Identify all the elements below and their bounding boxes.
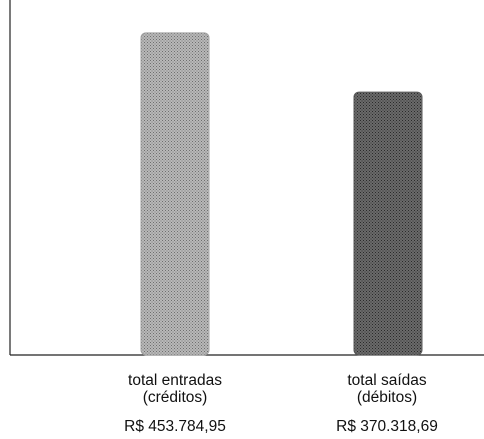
category-label-1-line1: total entradas [128, 372, 222, 389]
category-label-2-line2: (débitos) [356, 389, 418, 406]
category-label-1-line2: (créditos) [142, 389, 208, 406]
bar-1 [140, 32, 210, 356]
bars-group [140, 32, 423, 356]
bar-2 [353, 91, 423, 356]
category-label-2: total saídas (débitos) [307, 372, 467, 406]
category-label-2-line1: total saídas [347, 372, 427, 389]
category-label-1: total entradas (créditos) [95, 372, 255, 406]
value-label-2: R$ 370.318,69 [336, 418, 438, 435]
value-label-1: R$ 453.784,95 [124, 418, 226, 435]
